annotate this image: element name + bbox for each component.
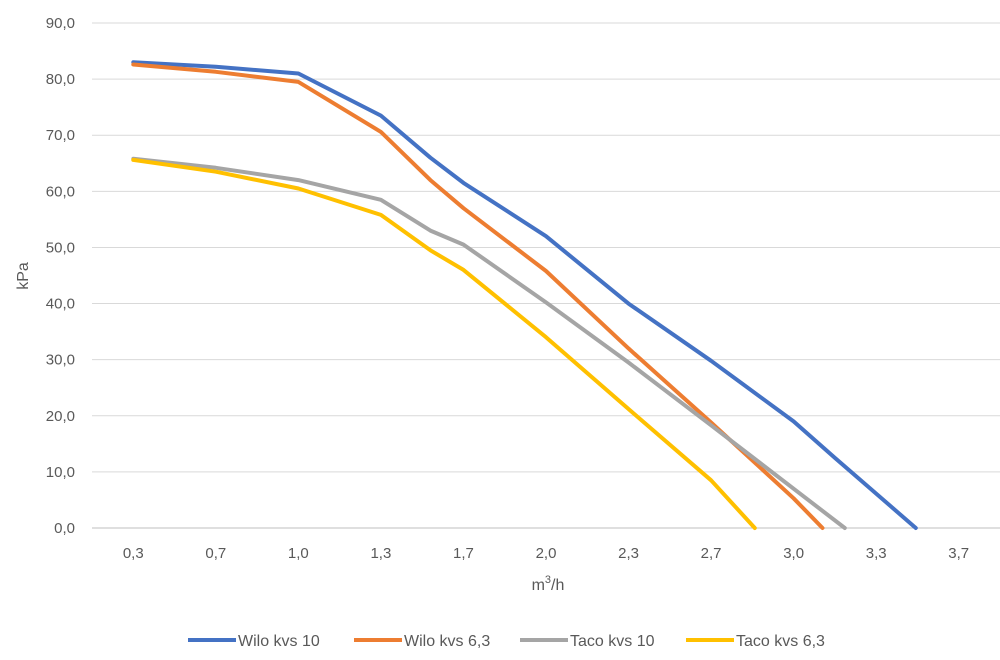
- series-line-1: [131, 60, 918, 530]
- y-tick-label: 70,0: [46, 127, 75, 144]
- x-tick-label: 3,7: [948, 545, 969, 562]
- gridlines: [92, 22, 1000, 529]
- series-line-4: [131, 157, 757, 530]
- y-tick-label: 80,0: [46, 71, 75, 88]
- x-axis-title: m3/h: [532, 574, 565, 594]
- x-axis-ticks: 0,3 0,7 1,0 1,3 1,7 2,0 2,3 2,7 3,0 3,3 3,7: [123, 545, 969, 562]
- y-tick-label: 60,0: [46, 183, 75, 200]
- x-tick-label: 3,3: [866, 545, 887, 562]
- x-tick-label: 1,7: [453, 545, 474, 562]
- legend-label: Taco kvs 6,3: [736, 633, 825, 650]
- x-tick-label: 3,0: [783, 545, 804, 562]
- y-axis-title: kPa: [15, 262, 32, 290]
- x-tick-label: 0,7: [205, 545, 226, 562]
- legend-label: Wilo kvs 10: [238, 633, 320, 650]
- x-tick-label: 2,7: [701, 545, 722, 562]
- series-lines: [131, 60, 918, 530]
- y-axis-ticks: 0,0 10,0 20,0 30,0 40,0 50,0 60,0 70,0 80,0 90,0: [46, 15, 75, 537]
- legend: Wilo kvs 10 Wilo kvs 6,3 Taco kvs 10 Taco k…: [188, 633, 825, 650]
- x-tick-label: 0,3: [123, 545, 144, 562]
- y-tick-label: 50,0: [46, 239, 75, 256]
- legend-label: Wilo kvs 6,3: [404, 633, 490, 650]
- y-tick-label: 20,0: [46, 408, 75, 425]
- y-tick-label: 10,0: [46, 464, 75, 481]
- series-line-3: [131, 156, 847, 530]
- y-tick-label: 0,0: [54, 520, 75, 537]
- y-tick-label: 30,0: [46, 352, 75, 369]
- x-tick-label: 1,3: [370, 545, 391, 562]
- legend-label: Taco kvs 10: [570, 633, 655, 650]
- x-tick-label: 2,3: [618, 545, 639, 562]
- x-tick-label: 1,0: [288, 545, 309, 562]
- y-tick-label: 90,0: [46, 15, 75, 32]
- series-line-2: [131, 62, 825, 530]
- y-tick-label: 40,0: [46, 296, 75, 313]
- x-tick-label: 2,0: [536, 545, 557, 562]
